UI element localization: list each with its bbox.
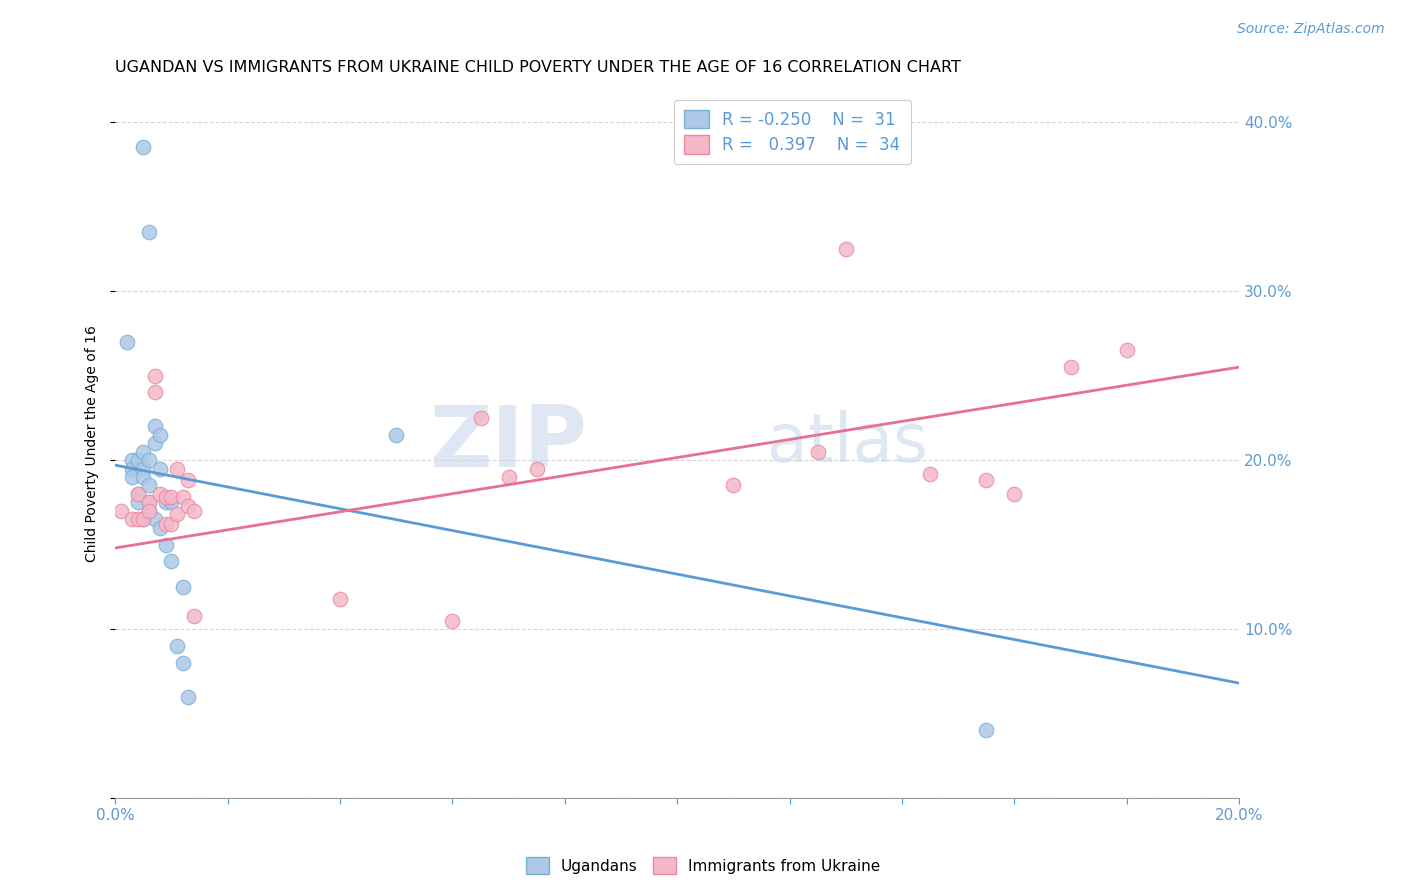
Point <box>138 495 160 509</box>
Point <box>723 478 745 492</box>
Point <box>121 512 143 526</box>
Point <box>149 461 172 475</box>
Point <box>110 504 132 518</box>
Text: ZIP: ZIP <box>430 401 588 484</box>
Point <box>183 608 205 623</box>
Point <box>143 436 166 450</box>
Point <box>498 470 520 484</box>
Point <box>160 554 183 568</box>
Legend: R = -0.250    N =  31, R =   0.397    N =  34: R = -0.250 N = 31, R = 0.397 N = 34 <box>673 100 911 164</box>
Point <box>166 461 188 475</box>
Point <box>155 537 177 551</box>
Point <box>155 490 177 504</box>
Point <box>160 495 183 509</box>
Point <box>160 517 183 532</box>
Point <box>172 490 194 504</box>
Point <box>132 444 155 458</box>
Point <box>115 334 138 349</box>
Point <box>976 723 998 738</box>
Point <box>138 504 160 518</box>
Text: Source: ZipAtlas.com: Source: ZipAtlas.com <box>1237 22 1385 37</box>
Point <box>155 495 177 509</box>
Point <box>329 591 352 606</box>
Point <box>470 410 492 425</box>
Point <box>183 504 205 518</box>
Point <box>526 461 548 475</box>
Text: UGANDAN VS IMMIGRANTS FROM UKRAINE CHILD POVERTY UNDER THE AGE OF 16 CORRELATION: UGANDAN VS IMMIGRANTS FROM UKRAINE CHILD… <box>115 60 962 75</box>
Point <box>1004 487 1026 501</box>
Point <box>177 474 200 488</box>
Point <box>166 507 188 521</box>
Point <box>172 580 194 594</box>
Point <box>441 614 464 628</box>
Point <box>172 656 194 670</box>
Point <box>143 368 166 383</box>
Point <box>138 453 160 467</box>
Point <box>160 490 183 504</box>
Point <box>138 495 160 509</box>
Point <box>155 517 177 532</box>
Point <box>177 690 200 704</box>
Point <box>920 467 942 481</box>
Point <box>143 419 166 434</box>
Point <box>807 444 830 458</box>
Point <box>138 478 160 492</box>
Point <box>138 225 160 239</box>
Point <box>143 512 166 526</box>
Point <box>132 461 155 475</box>
Point <box>138 504 160 518</box>
Point <box>132 140 155 154</box>
Point <box>1115 343 1137 358</box>
Point <box>149 487 172 501</box>
Point <box>143 385 166 400</box>
Point <box>149 427 172 442</box>
Y-axis label: Child Poverty Under the Age of 16: Child Poverty Under the Age of 16 <box>86 325 100 562</box>
Point <box>177 499 200 513</box>
Point <box>121 453 143 467</box>
Point <box>1059 360 1081 375</box>
Point <box>835 242 858 256</box>
Point <box>127 487 149 501</box>
Point <box>127 512 149 526</box>
Point <box>132 512 155 526</box>
Point <box>132 512 155 526</box>
Point <box>976 474 998 488</box>
Point <box>127 487 149 501</box>
Point <box>121 470 143 484</box>
Text: atlas: atlas <box>768 410 928 476</box>
Point <box>127 453 149 467</box>
Point <box>127 495 149 509</box>
Point <box>121 461 143 475</box>
Point <box>149 521 172 535</box>
Legend: Ugandans, Immigrants from Ukraine: Ugandans, Immigrants from Ukraine <box>520 851 886 880</box>
Point <box>132 470 155 484</box>
Point <box>385 427 408 442</box>
Point <box>166 639 188 653</box>
